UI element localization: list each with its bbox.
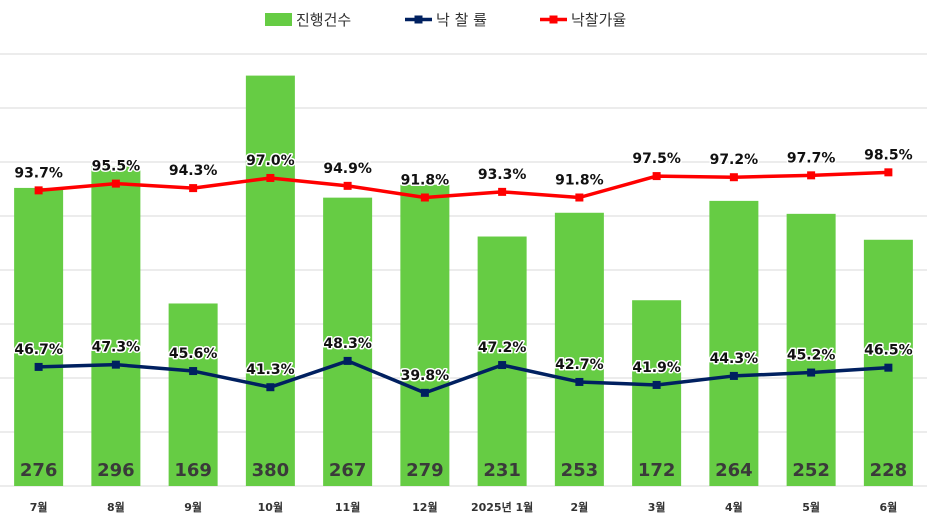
series-point (189, 184, 198, 193)
series-point (34, 362, 43, 371)
line-value-label: 97.7% (787, 150, 836, 166)
series-point (420, 388, 429, 397)
legend-label: 낙 찰 률 (436, 11, 487, 29)
series-point (807, 171, 816, 180)
bar-value-label: 169 (174, 460, 212, 481)
line-value-label: 94.3% (169, 163, 218, 179)
bar (168, 303, 218, 486)
bar-value-label: 228 (870, 460, 908, 481)
x-tick-label: 6월 (879, 500, 897, 514)
bar-value-label: 276 (20, 460, 58, 481)
series-line (38, 170, 889, 200)
x-tick-label: 3월 (648, 500, 666, 514)
bar (323, 197, 373, 486)
line-value-label: 94.9% (323, 161, 372, 177)
line-value-label: 97.2% (710, 152, 759, 168)
line-value-label: 93.3% (478, 167, 527, 183)
series-point (266, 383, 275, 392)
bar (786, 213, 836, 486)
bar-value-label: 253 (561, 460, 599, 481)
bar (863, 239, 913, 486)
x-tick-label: 5월 (802, 500, 820, 514)
line-value-label: 45.6% (169, 346, 218, 362)
series-point (884, 363, 893, 372)
bar-value-label: 252 (792, 460, 830, 481)
x-tick-label: 4월 (725, 500, 743, 514)
series-point (111, 360, 120, 369)
series-point (652, 172, 661, 181)
line-value-label: 97.5% (632, 151, 681, 167)
line-value-label: 91.8% (555, 172, 604, 188)
line-value-label: 47.3% (92, 340, 141, 356)
line-value-label: 42.7% (555, 357, 604, 373)
data-labels-group: 276 296 169 380 267 279 231 253 172 264 252 228 46.7… (13, 146, 914, 481)
legend-swatch (265, 13, 292, 26)
gridlines (0, 53, 927, 487)
series-point (884, 168, 893, 177)
series-point (189, 367, 198, 376)
bar-value-label: 264 (715, 460, 753, 481)
line-value-label: 39.8% (401, 368, 450, 384)
x-tick-label: 2025년 1월 (471, 500, 533, 514)
bar (91, 166, 141, 486)
series-point (343, 356, 352, 365)
line-value-label: 44.3% (710, 351, 759, 367)
bar-value-label: 267 (329, 460, 367, 481)
x-tick-label: 10월 (258, 500, 283, 514)
x-tick-label: 8월 (107, 500, 125, 514)
x-tick-label: 7월 (30, 500, 48, 514)
series-point (111, 179, 120, 188)
line-value-label: 48.3% (323, 336, 372, 352)
line-value-label: 41.9% (632, 360, 681, 376)
line-value-label: 47.2% (478, 340, 527, 356)
legend: 진행건수 낙 찰 률 낙찰가율 (265, 11, 626, 29)
line-value-label: 91.8% (401, 172, 450, 188)
bar-value-label: 172 (638, 460, 676, 481)
series-point (575, 193, 584, 202)
line-series-group (34, 168, 893, 397)
bar (632, 300, 682, 486)
bar-value-label: 380 (252, 460, 290, 481)
bar (400, 184, 450, 486)
series-line (38, 359, 889, 395)
series-point (498, 187, 507, 196)
bar (14, 187, 64, 487)
legend-label: 낙찰가율 (571, 11, 626, 29)
x-axis: 7월 8월 9월 10월 11월 12월 2025년 1월 2월 3월 4월 5월 6월 (30, 500, 898, 514)
bar-series-group (14, 75, 913, 487)
x-tick-label: 9월 (184, 500, 202, 514)
bar-value-label: 296 (97, 460, 135, 481)
legend-swatch-marker (549, 15, 558, 24)
series-point (498, 361, 507, 370)
series-point (34, 186, 43, 195)
series-point (652, 380, 661, 389)
x-tick-label: 2월 (570, 500, 588, 514)
bar (709, 200, 759, 486)
bar-value-label: 231 (483, 460, 521, 481)
x-tick-label: 12월 (412, 500, 437, 514)
series-point (575, 377, 584, 386)
bar-value-label: 279 (406, 460, 444, 481)
line-value-label: 41.3% (246, 362, 295, 378)
series-point (420, 193, 429, 202)
x-tick-label: 11월 (335, 500, 360, 514)
line-value-label: 95.5% (92, 159, 141, 175)
line-value-label: 93.7% (14, 165, 63, 181)
line-value-label: 45.2% (787, 348, 836, 364)
bar (245, 75, 295, 486)
series-point (266, 173, 275, 182)
series-point (729, 371, 738, 380)
series-point (807, 368, 816, 377)
line-value-label: 46.5% (864, 343, 913, 359)
series-point (729, 173, 738, 182)
line-value-label: 46.7% (14, 342, 63, 358)
legend-label: 진행건수 (296, 11, 351, 29)
series-point (343, 181, 352, 190)
line-value-label: 98.5% (864, 147, 913, 163)
bar (554, 212, 604, 486)
line-value-label: 97.0% (246, 153, 295, 169)
legend-swatch-marker (414, 15, 423, 24)
